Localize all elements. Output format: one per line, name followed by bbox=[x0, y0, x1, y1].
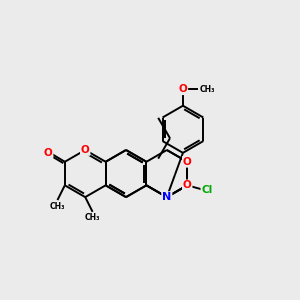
Text: Cl: Cl bbox=[201, 185, 213, 195]
Text: CH₃: CH₃ bbox=[200, 85, 215, 94]
Text: CH₃: CH₃ bbox=[50, 202, 65, 211]
Text: O: O bbox=[183, 180, 192, 190]
Text: O: O bbox=[44, 148, 52, 158]
Text: N: N bbox=[162, 192, 171, 202]
Text: CH₃: CH₃ bbox=[85, 213, 100, 222]
Text: O: O bbox=[183, 157, 192, 167]
Text: O: O bbox=[81, 145, 90, 155]
Text: O: O bbox=[178, 84, 187, 94]
